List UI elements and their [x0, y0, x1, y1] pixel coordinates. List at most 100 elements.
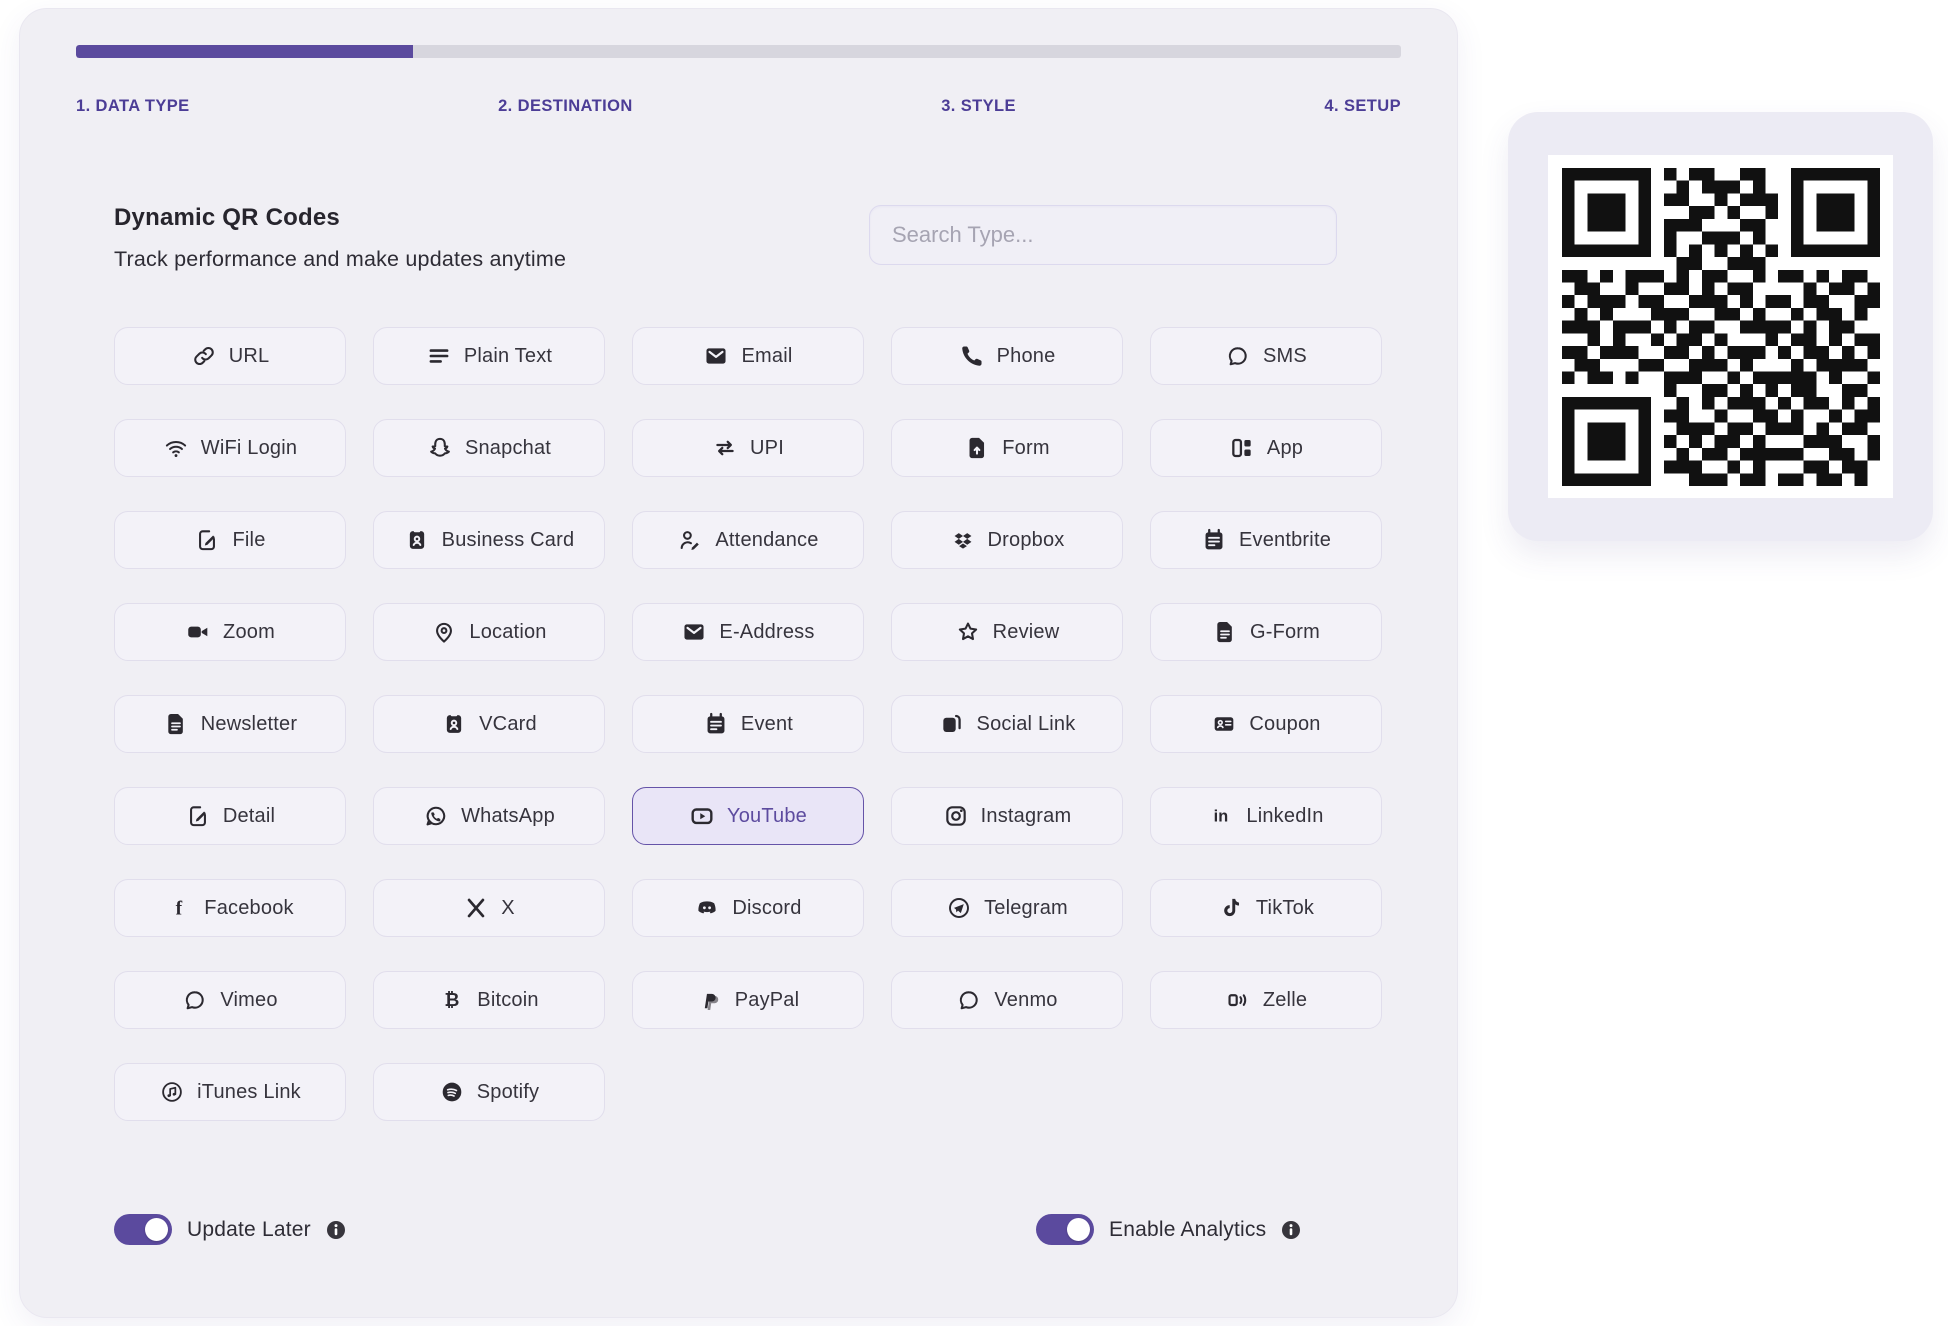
update-later-toggle[interactable]: [114, 1214, 172, 1245]
type-button-vimeo[interactable]: Vimeo: [114, 971, 346, 1029]
step-destination[interactable]: 2. DESTINATION: [498, 97, 633, 115]
info-icon[interactable]: [324, 1218, 348, 1242]
search-type-input[interactable]: [869, 205, 1337, 265]
type-button-label: Attendance: [715, 528, 819, 551]
type-button-label: Location: [469, 620, 547, 643]
type-button-dropbox[interactable]: Dropbox: [891, 511, 1123, 569]
phone-icon: [959, 343, 985, 369]
type-button-discord[interactable]: Discord: [632, 879, 864, 937]
type-button-attendance[interactable]: Attendance: [632, 511, 864, 569]
type-button-vcard[interactable]: VCard: [373, 695, 605, 753]
star-icon: [955, 619, 981, 645]
type-button-phone[interactable]: Phone: [891, 327, 1123, 385]
type-button-form[interactable]: Form: [891, 419, 1123, 477]
enable-analytics-label: Enable Analytics: [1109, 1217, 1267, 1241]
type-button-label: URL: [228, 344, 270, 367]
linkedin-icon: in: [1208, 803, 1234, 829]
type-button-label: App: [1266, 436, 1304, 459]
step-data-type[interactable]: 1. DATA TYPE: [76, 97, 190, 115]
type-button-youtube[interactable]: YouTube: [632, 787, 864, 845]
instagram-icon: [943, 803, 969, 829]
id-card-icon: [1211, 711, 1237, 737]
type-button-label: X: [501, 896, 515, 919]
progress-bar: [76, 45, 1401, 58]
type-button-g-form[interactable]: G-Form: [1150, 603, 1382, 661]
toggle-knob: [145, 1218, 168, 1241]
step-setup[interactable]: 4. SETUP: [1324, 97, 1401, 115]
page-subtitle: Track performance and make updates anyti…: [114, 247, 567, 271]
type-button-label: E-Address: [719, 620, 815, 643]
type-button-business-card[interactable]: Business Card: [373, 511, 605, 569]
type-button-location[interactable]: Location: [373, 603, 605, 661]
info-icon[interactable]: [1279, 1218, 1303, 1242]
toggle-knob: [1067, 1218, 1090, 1241]
youtube-icon: [689, 803, 715, 829]
type-button-zelle[interactable]: Zelle: [1150, 971, 1382, 1029]
type-button-venmo[interactable]: Venmo: [891, 971, 1123, 1029]
type-button-label: Social Link: [976, 712, 1076, 735]
whatsapp-icon: [423, 803, 449, 829]
chat-icon: [182, 987, 208, 1013]
type-button-telegram[interactable]: Telegram: [891, 879, 1123, 937]
type-button-label: SMS: [1263, 344, 1307, 367]
type-button-label: Form: [1002, 436, 1050, 459]
id-badge-icon: [404, 527, 430, 553]
type-button-email[interactable]: Email: [632, 327, 864, 385]
type-button-itunes-link[interactable]: iTunes Link: [114, 1063, 346, 1121]
type-button-facebook[interactable]: f Facebook: [114, 879, 346, 937]
type-button-file[interactable]: File: [114, 511, 346, 569]
envelope-icon: [703, 343, 729, 369]
type-button-eventbrite[interactable]: Eventbrite: [1150, 511, 1382, 569]
type-button-x[interactable]: X: [373, 879, 605, 937]
doc-pencil-icon: [194, 527, 220, 553]
type-button-newsletter[interactable]: Newsletter: [114, 695, 346, 753]
type-button-url[interactable]: URL: [114, 327, 346, 385]
link-icon: [191, 343, 217, 369]
enable-analytics-toggle[interactable]: [1036, 1214, 1094, 1245]
text-lines-icon: [426, 343, 452, 369]
type-button-instagram[interactable]: Instagram: [891, 787, 1123, 845]
type-button-label: WiFi Login: [200, 436, 298, 459]
doc-upload-icon: [964, 435, 990, 461]
type-button-paypal[interactable]: PayPal: [632, 971, 864, 1029]
type-button-sms[interactable]: SMS: [1150, 327, 1382, 385]
type-button-upi[interactable]: UPI: [632, 419, 864, 477]
type-button-e-address[interactable]: E-Address: [632, 603, 864, 661]
discord-icon: [694, 895, 720, 921]
type-button-app[interactable]: App: [1150, 419, 1382, 477]
type-button-label: WhatsApp: [461, 804, 555, 827]
wifi-icon: [163, 435, 189, 461]
type-button-plain-text[interactable]: Plain Text: [373, 327, 605, 385]
app-grid-icon: [1229, 435, 1255, 461]
type-button-label: TikTok: [1255, 896, 1315, 919]
dropbox-icon: [950, 527, 976, 553]
id-badge-icon: [441, 711, 467, 737]
type-button-label: Venmo: [994, 988, 1058, 1011]
photo-stack-icon: [939, 711, 965, 737]
snapchat-ghost-icon: [427, 435, 453, 461]
envelope-icon: [681, 619, 707, 645]
stepper: 1. DATA TYPE 2. DESTINATION 3. STYLE 4. …: [76, 97, 1401, 116]
type-button-tiktok[interactable]: TikTok: [1150, 879, 1382, 937]
type-button-detail[interactable]: Detail: [114, 787, 346, 845]
type-button-review[interactable]: Review: [891, 603, 1123, 661]
music-circle-icon: [159, 1079, 185, 1105]
type-button-whatsapp[interactable]: WhatsApp: [373, 787, 605, 845]
page-title: Dynamic QR Codes: [114, 204, 340, 231]
type-button-label: PayPal: [734, 988, 800, 1011]
type-button-event[interactable]: Event: [632, 695, 864, 753]
type-button-label: Eventbrite: [1238, 528, 1332, 551]
type-grid: URL Plain Text Email Phone SMS WiFi Login Snap…: [114, 327, 1382, 1121]
type-button-snapchat[interactable]: Snapchat: [373, 419, 605, 477]
type-button-social-link[interactable]: Social Link: [891, 695, 1123, 753]
type-button-zoom[interactable]: Zoom: [114, 603, 346, 661]
type-button-spotify[interactable]: Spotify: [373, 1063, 605, 1121]
type-button-wifi-login[interactable]: WiFi Login: [114, 419, 346, 477]
type-button-linkedin[interactable]: in LinkedIn: [1150, 787, 1382, 845]
type-button-coupon[interactable]: Coupon: [1150, 695, 1382, 753]
type-button-label: LinkedIn: [1246, 804, 1324, 827]
telegram-icon: [946, 895, 972, 921]
step-style[interactable]: 3. STYLE: [941, 97, 1016, 115]
tiktok-icon: [1218, 895, 1244, 921]
type-button-bitcoin[interactable]: ₿ Bitcoin: [373, 971, 605, 1029]
